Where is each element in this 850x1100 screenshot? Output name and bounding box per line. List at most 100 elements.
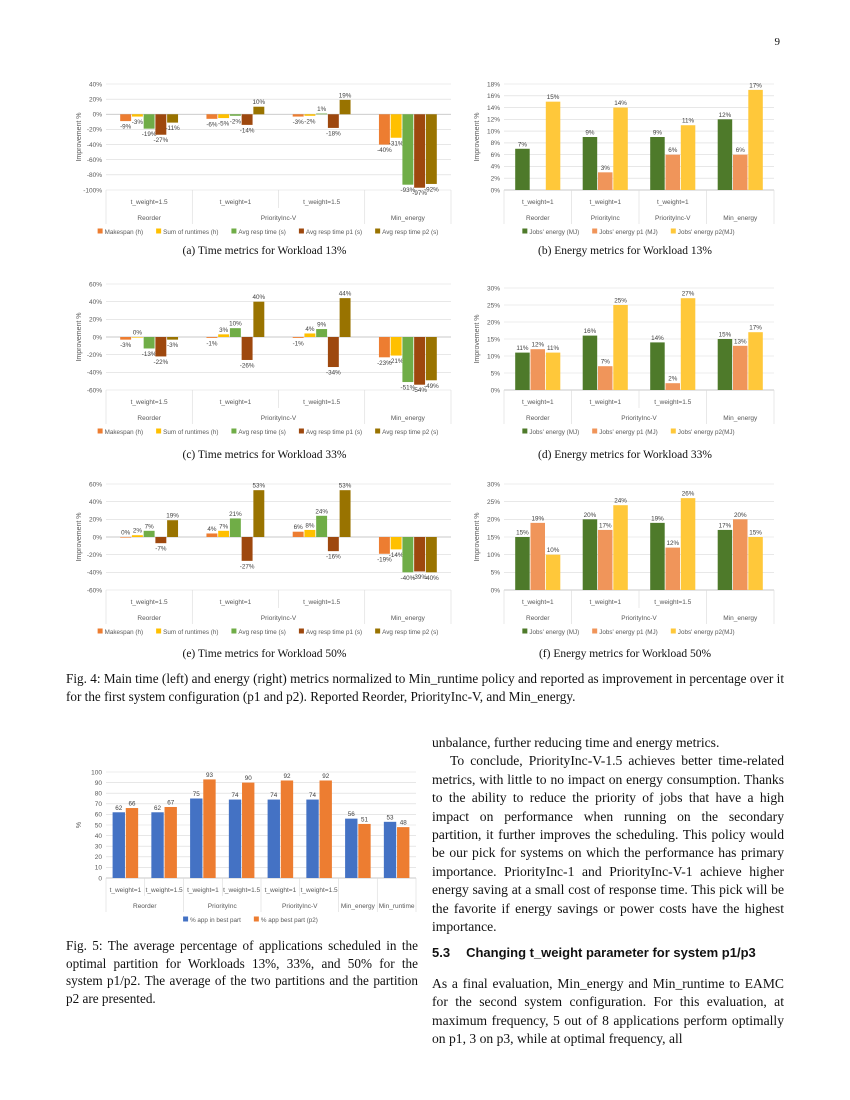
legend-label: Jobs' energy (MJ) [529,229,579,236]
bar [218,114,230,119]
y-tick-label: 20% [487,517,500,524]
legend-label: Sum of runtimes (h) [163,629,218,636]
data-label: 13% [734,338,747,345]
y-tick-label: 15% [487,534,500,541]
bar [345,818,358,878]
data-label: 48 [400,820,408,827]
data-label: -7% [155,546,167,553]
bar [582,519,598,590]
data-label: 8% [305,522,315,529]
bar [151,812,164,878]
x-group-label: Reorder [526,215,550,222]
legend-label: % app best part (p2) [261,917,318,924]
section-title: Changing t_weight parameter for system p… [466,945,756,960]
data-label: -14% [240,127,255,134]
x-group-label: Reorder [526,615,550,622]
x-tick-label: t_weight=1.5 [303,399,340,406]
bar [390,114,402,138]
subcaption-e: (e) Time metrics for Workload 50% [182,648,347,660]
x-group-label: Min_energy [391,215,426,222]
data-label: -31% [389,140,404,147]
bar [218,334,230,337]
bar [378,537,390,554]
data-label: 62 [154,805,162,812]
legend-label: Avg resp time p2 (s) [382,629,438,636]
data-label: 75 [193,791,201,798]
x-group-label: Reorder [133,903,157,910]
bar [613,305,628,390]
x-tick-label: t_weight=1 [589,599,621,606]
legend-swatch [253,916,259,922]
bar [733,519,748,590]
x-tick-label: t_weight=1 [265,887,297,894]
x-tick-label: t_weight=1.5 [654,599,691,606]
legend-swatch [298,628,304,634]
bar [206,114,218,119]
bar [545,352,561,390]
data-label: 4% [207,526,217,533]
chart-apps-best-partition: 0 10 20 30 40 50 60 70 80 90 100% 62 62 75 74 74 74 56 53 6… [76,769,417,924]
bar [120,337,132,340]
data-label: 11% [516,345,529,352]
y-tick-label: 90 [95,780,103,787]
bar [143,530,155,537]
data-label: 12% [531,342,544,349]
y-tick-label: 2% [491,176,501,183]
x-group-label: Min_runtime [379,903,415,910]
data-label: 19% [651,515,664,522]
legend-swatch [231,428,237,434]
bar [582,137,598,190]
legend-label: Avg resp time p2 (s) [382,429,438,436]
bar [190,798,203,878]
bar [339,99,351,115]
bar [515,537,530,590]
y-tick-label: 20% [89,96,102,103]
data-label: -19% [377,556,392,563]
data-label: 2% [668,376,678,383]
data-label: -2% [304,118,316,125]
bar [167,520,179,537]
bar [304,529,316,537]
subcaption-c: (c) Time metrics for Workload 33% [182,449,347,461]
data-label: -5% [218,121,230,128]
y-tick-label: 0% [93,334,103,341]
bar [316,515,328,537]
legend-swatch [592,628,598,634]
bar [402,537,414,573]
bar [378,337,390,358]
data-label: 10% [547,547,560,554]
data-label: 62 [115,805,123,812]
data-label: -27% [154,137,169,144]
bar [253,301,265,337]
subcaption-d: (d) Energy metrics for Workload 33% [538,449,712,461]
data-label: -13% [142,351,157,358]
bar [143,337,155,349]
data-label: 20% [734,512,747,519]
data-label: 3% [601,165,611,172]
bar [390,537,402,550]
chart-energy-workload-33: 0% 5% 10% 15% 20% 25% 30% Improvement % 11% 16% 14… [474,285,775,436]
data-label: 11% [547,345,560,352]
bar [155,337,167,357]
paragraph: unbalance, further reducing time and ene… [432,735,720,750]
legend-label: % app in best part [190,917,241,924]
x-group-label: Min_energy [341,903,376,910]
data-label: -14% [389,552,404,559]
body-text-column-2: As a final evaluation, Min_energy and Mi… [432,975,784,1049]
bar [112,812,125,878]
legend-swatch [522,628,528,634]
section-heading: 5.3 Changing t_weight parameter for syste… [432,945,772,960]
data-label: 93 [206,772,214,779]
data-label: 51 [361,816,369,823]
data-label: 6% [668,147,678,154]
bar [120,114,132,122]
bar [665,547,680,590]
subcaption-f: (f) Energy metrics for Workload 50% [538,648,712,660]
bar [120,537,132,538]
data-label: 9% [585,130,595,137]
body-text-column: unbalance, further reducing time and ene… [432,734,784,936]
bar [598,529,613,590]
x-group-label: Reorder [137,615,161,622]
data-label: -22% [154,359,169,366]
data-label: -40% [424,575,439,582]
